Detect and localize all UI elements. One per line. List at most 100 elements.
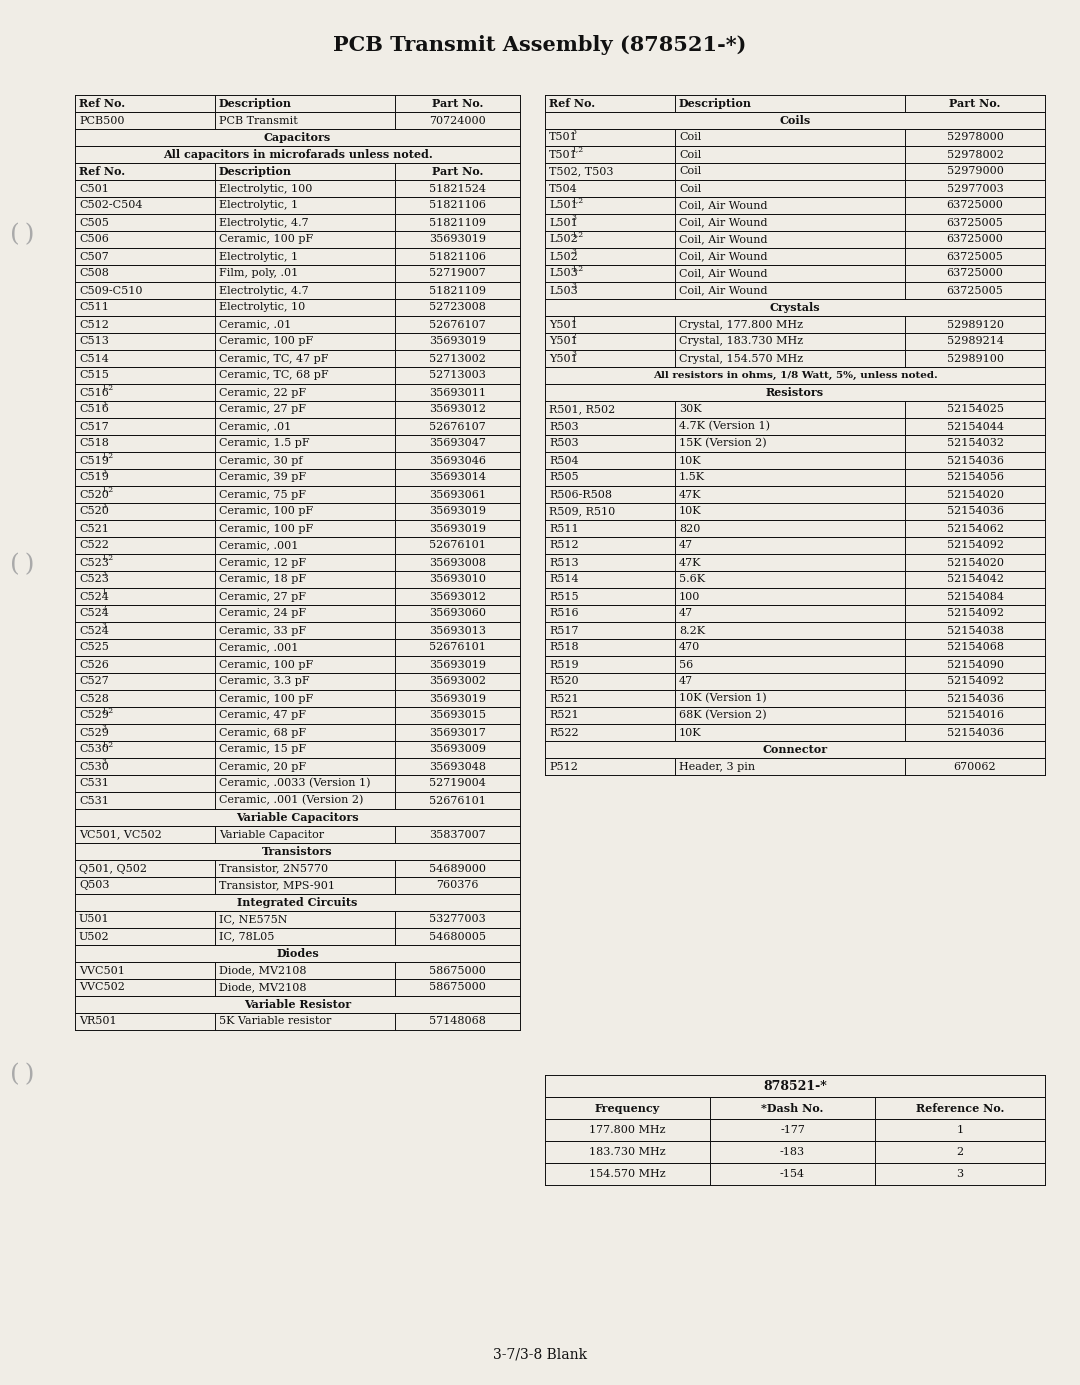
Text: Variable Capacitors: Variable Capacitors (237, 812, 359, 823)
Text: Ceramic, 75 pF: Ceramic, 75 pF (219, 489, 306, 500)
Text: 35693010: 35693010 (429, 575, 486, 584)
Text: Y501: Y501 (549, 320, 578, 330)
Text: 30K: 30K (679, 404, 702, 414)
Text: 52989120: 52989120 (946, 320, 1003, 330)
Text: IC, NE575N: IC, NE575N (219, 914, 287, 925)
Text: 35693046: 35693046 (429, 456, 486, 465)
Text: PCB Transmit Assembly (878521-*): PCB Transmit Assembly (878521-*) (334, 35, 746, 55)
Text: C516: C516 (79, 388, 109, 397)
Text: Frequency: Frequency (595, 1102, 660, 1114)
Text: 35693014: 35693014 (429, 472, 486, 482)
Text: 54680005: 54680005 (429, 932, 486, 942)
Text: 35693015: 35693015 (429, 711, 486, 720)
Text: Y501: Y501 (549, 353, 578, 363)
Text: R521: R521 (549, 694, 579, 704)
Text: Ceramic, 100 pF: Ceramic, 100 pF (219, 337, 313, 346)
Text: Crystal, 183.730 MHz: Crystal, 183.730 MHz (679, 337, 804, 346)
Text: VC501, VC502: VC501, VC502 (79, 830, 162, 839)
Text: Diode, MV2108: Diode, MV2108 (219, 965, 307, 975)
Text: 52676107: 52676107 (429, 421, 486, 432)
Text: Electrolytic, 100: Electrolytic, 100 (219, 183, 312, 194)
Text: Ceramic, 20 pF: Ceramic, 20 pF (219, 762, 306, 771)
Text: 820: 820 (679, 524, 700, 533)
Text: 1,2: 1,2 (571, 145, 583, 154)
Text: Description: Description (219, 98, 292, 109)
Text: Description: Description (219, 166, 292, 177)
Text: 35693008: 35693008 (429, 558, 486, 568)
Text: 52719004: 52719004 (429, 778, 486, 788)
Text: IC, 78L05: IC, 78L05 (219, 932, 274, 942)
Text: Coil, Air Wound: Coil, Air Wound (679, 217, 768, 227)
Text: 35693019: 35693019 (429, 694, 486, 704)
Text: -183: -183 (780, 1147, 805, 1156)
Text: C530: C530 (79, 762, 109, 771)
Text: R517: R517 (549, 626, 579, 636)
Text: 52989214: 52989214 (946, 337, 1003, 346)
Text: 4.7K (Version 1): 4.7K (Version 1) (679, 421, 770, 432)
Text: Coil, Air Wound: Coil, Air Wound (679, 269, 768, 278)
Text: 51821106: 51821106 (429, 201, 486, 211)
Text: Diode, MV2108: Diode, MV2108 (219, 982, 307, 993)
Text: R519: R519 (549, 659, 579, 669)
Text: C501: C501 (79, 183, 109, 194)
Text: 52154032: 52154032 (946, 439, 1003, 449)
Text: Ceramic, .001 (Version 2): Ceramic, .001 (Version 2) (219, 795, 363, 806)
Text: Coil, Air Wound: Coil, Air Wound (679, 201, 768, 211)
Text: 470: 470 (679, 643, 700, 652)
Text: 154.570 MHz: 154.570 MHz (590, 1169, 665, 1179)
Text: 52154044: 52154044 (946, 421, 1003, 432)
Text: 2: 2 (571, 332, 576, 341)
Text: -154: -154 (780, 1169, 805, 1179)
Text: *Dash No.: *Dash No. (761, 1102, 824, 1114)
Text: 47: 47 (679, 676, 693, 687)
Text: PCB500: PCB500 (79, 115, 124, 126)
Text: 3-7/3-8 Blank: 3-7/3-8 Blank (492, 1348, 588, 1361)
Text: 35693061: 35693061 (429, 489, 486, 500)
Text: Integrated Circuits: Integrated Circuits (238, 897, 357, 909)
Text: 52979000: 52979000 (946, 166, 1003, 176)
Text: 52154092: 52154092 (946, 676, 1003, 687)
Text: 47: 47 (679, 608, 693, 619)
Text: 52977003: 52977003 (947, 183, 1003, 194)
Text: Diodes: Diodes (276, 947, 319, 958)
Text: Ceramic, 1.5 pF: Ceramic, 1.5 pF (219, 439, 310, 449)
Text: C519: C519 (79, 472, 109, 482)
Text: 35693019: 35693019 (429, 507, 486, 517)
Text: 3: 3 (102, 723, 106, 731)
Text: 52154092: 52154092 (946, 608, 1003, 619)
Text: C519: C519 (79, 456, 109, 465)
Text: 5K Variable resistor: 5K Variable resistor (219, 1017, 332, 1026)
Text: 52154020: 52154020 (946, 558, 1003, 568)
Text: T501: T501 (549, 133, 578, 143)
Text: 3: 3 (102, 571, 106, 579)
Text: 63725005: 63725005 (946, 252, 1003, 262)
Text: Transistors: Transistors (262, 846, 333, 857)
Text: 51821109: 51821109 (429, 217, 486, 227)
Text: Ceramic, 100 pF: Ceramic, 100 pF (219, 507, 313, 517)
Text: T504: T504 (549, 183, 578, 194)
Text: C511: C511 (79, 302, 109, 313)
Text: 52676101: 52676101 (429, 643, 486, 652)
Text: VVC501: VVC501 (79, 965, 125, 975)
Text: 56: 56 (679, 659, 693, 669)
Text: C505: C505 (79, 217, 109, 227)
Text: 1,2: 1,2 (102, 741, 113, 748)
Text: 52154025: 52154025 (946, 404, 1003, 414)
Text: Ceramic, 39 pF: Ceramic, 39 pF (219, 472, 306, 482)
Text: 54689000: 54689000 (429, 863, 486, 874)
Text: 52719007: 52719007 (429, 269, 486, 278)
Text: 35693012: 35693012 (429, 591, 486, 601)
Text: C527: C527 (79, 676, 109, 687)
Text: 52676101: 52676101 (429, 795, 486, 806)
Text: 52723008: 52723008 (429, 302, 486, 313)
Text: R503: R503 (549, 421, 579, 432)
Text: Coil, Air Wound: Coil, Air Wound (679, 285, 768, 295)
Text: 8.2K: 8.2K (679, 626, 705, 636)
Text: U502: U502 (79, 932, 110, 942)
Text: Ceramic, 18 pF: Ceramic, 18 pF (219, 575, 306, 584)
Text: Film, poly, .01: Film, poly, .01 (219, 269, 298, 278)
Text: 760376: 760376 (436, 881, 478, 891)
Text: R514: R514 (549, 575, 579, 584)
Text: C520: C520 (79, 489, 109, 500)
Text: 1,2: 1,2 (102, 706, 113, 715)
